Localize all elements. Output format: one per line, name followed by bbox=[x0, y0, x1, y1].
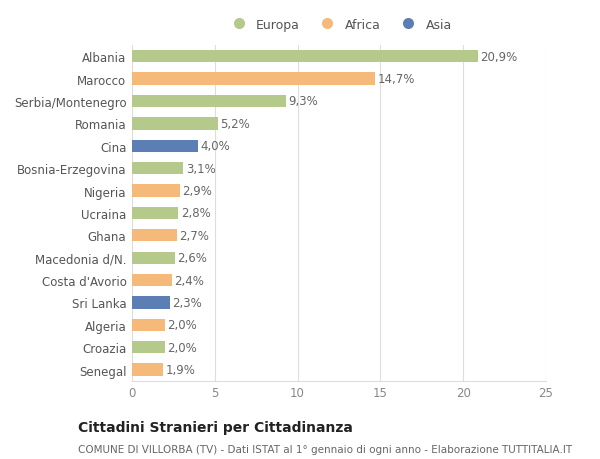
Text: 2,7%: 2,7% bbox=[179, 230, 209, 242]
Text: 2,4%: 2,4% bbox=[174, 274, 204, 287]
Bar bbox=[132, 73, 376, 85]
Bar bbox=[132, 162, 184, 175]
Text: 2,6%: 2,6% bbox=[178, 252, 208, 264]
Bar bbox=[132, 274, 172, 286]
Bar bbox=[132, 252, 175, 264]
Text: 2,8%: 2,8% bbox=[181, 207, 211, 220]
Bar bbox=[132, 207, 178, 219]
Bar bbox=[132, 297, 170, 309]
Text: 4,0%: 4,0% bbox=[201, 140, 230, 153]
Bar bbox=[132, 230, 177, 242]
Text: 3,1%: 3,1% bbox=[186, 162, 215, 175]
Text: 1,9%: 1,9% bbox=[166, 364, 196, 376]
Text: 2,9%: 2,9% bbox=[182, 185, 212, 197]
Bar bbox=[132, 95, 286, 108]
Text: 2,0%: 2,0% bbox=[167, 341, 197, 354]
Legend: Europa, Africa, Asia: Europa, Africa, Asia bbox=[226, 19, 452, 32]
Text: 20,9%: 20,9% bbox=[481, 50, 518, 63]
Text: 14,7%: 14,7% bbox=[378, 73, 415, 86]
Text: COMUNE DI VILLORBA (TV) - Dati ISTAT al 1° gennaio di ogni anno - Elaborazione T: COMUNE DI VILLORBA (TV) - Dati ISTAT al … bbox=[78, 444, 572, 454]
Bar bbox=[132, 341, 165, 353]
Bar bbox=[132, 51, 478, 63]
Text: 2,0%: 2,0% bbox=[167, 319, 197, 331]
Bar bbox=[132, 140, 198, 152]
Bar bbox=[132, 364, 163, 376]
Text: Cittadini Stranieri per Cittadinanza: Cittadini Stranieri per Cittadinanza bbox=[78, 420, 353, 434]
Text: 9,3%: 9,3% bbox=[289, 95, 318, 108]
Bar bbox=[132, 118, 218, 130]
Bar bbox=[132, 319, 165, 331]
Text: 5,2%: 5,2% bbox=[221, 118, 250, 130]
Bar bbox=[132, 185, 180, 197]
Text: 2,3%: 2,3% bbox=[173, 297, 202, 309]
